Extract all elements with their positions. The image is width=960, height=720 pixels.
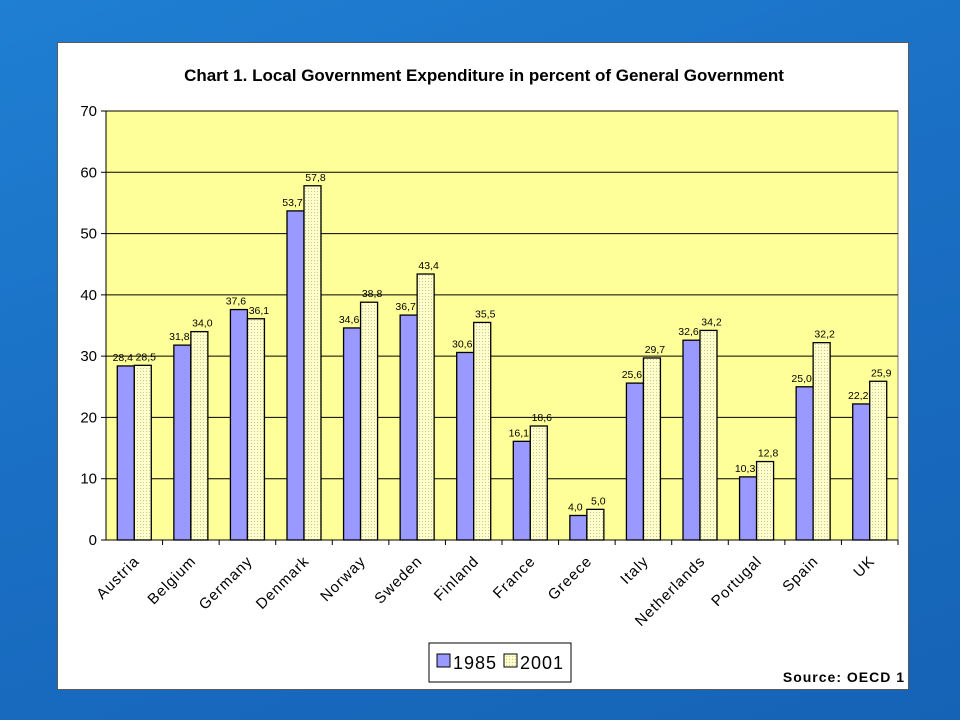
chart-title: Chart 1. Local Government Expenditure in…: [184, 66, 784, 85]
value-label-1985-germany: 37,6: [226, 296, 247, 308]
value-label-1985-finland: 30,6: [452, 338, 473, 350]
y-tick-label: 30: [80, 348, 97, 365]
category-label-norway: Norway: [317, 553, 369, 605]
bar-1985-belgium: [173, 344, 192, 541]
chart: Chart 1. Local Government Expenditure in…: [80, 66, 905, 685]
bar-1985-austria: [116, 365, 135, 541]
legend-label-1985: 1985: [453, 653, 497, 673]
value-label-1985-uk: 22,2: [848, 390, 869, 402]
chart-frame: Chart 1. Local Government Expenditure in…: [57, 42, 909, 690]
value-label-2001-denmark: 57,8: [305, 172, 326, 184]
value-label-1985-netherlands: 32,6: [678, 326, 699, 338]
category-label-austria: Austria: [93, 553, 143, 603]
legend-label-2001: 2001: [520, 653, 564, 673]
data-labels: 28,4 28,5 31,834,0 37,636,1 53,7 57,8 34,6 38,8…: [113, 172, 892, 514]
bar-2001-germany: [246, 318, 266, 541]
bar-1985-germany: [229, 308, 249, 541]
bar-2001-denmark: [303, 185, 322, 541]
bar-2001-finland: [473, 321, 492, 541]
category-label-finland: Finland: [431, 553, 483, 605]
legend-box: [428, 642, 572, 683]
value-label-1985-france: 16,1: [509, 427, 530, 439]
y-tick-label: 70: [80, 103, 97, 120]
value-label-2001-sweden: 43,4: [418, 260, 439, 272]
bar-2001-france: [529, 425, 548, 541]
value-label-2001-italy: 29,7: [645, 344, 666, 356]
value-label-1985-sweden: 36,7: [395, 301, 416, 313]
bar-2001-sweden: [416, 273, 435, 541]
y-axis: 0 10 20 30 40 50 60 70: [80, 103, 898, 549]
y-tick-label: 50: [80, 226, 97, 243]
category-label-greece: Greece: [545, 553, 596, 604]
value-label-2001-uk: 25,9: [871, 367, 892, 379]
value-label-1985-greece: 4,0: [568, 501, 583, 513]
bar-1985-uk: [852, 403, 871, 541]
plot-area: [105, 110, 899, 541]
y-tick-label: 20: [80, 409, 97, 426]
value-label-2001-norway: 38,8: [362, 288, 383, 300]
value-label-1985-belgium: 31,8: [169, 331, 190, 343]
legend-swatch-1985: [436, 653, 451, 668]
bar-2001-norway: [359, 301, 379, 541]
bar-2001-italy: [642, 357, 662, 541]
bar-1985-norway: [342, 327, 362, 541]
bar-2001-spain: [812, 342, 831, 541]
category-label-denmark: Denmark: [253, 553, 313, 613]
value-label-1985-italy: 25,6: [622, 369, 643, 381]
value-label-1985-denmark: 53,7: [282, 197, 303, 209]
value-label-2001-greece: 5,0: [591, 495, 606, 507]
value-label-2001-spain: 32,2: [814, 329, 835, 341]
bar-2001-portugal: [755, 460, 775, 541]
legend-swatch-2001: [503, 653, 518, 668]
bar-2001-austria: [133, 364, 152, 541]
bar-2001-greece: [586, 508, 605, 541]
bar-2001-belgium: [190, 330, 209, 541]
y-tick-label: 0: [89, 532, 97, 549]
y-tick-label: 10: [80, 471, 97, 488]
y-tick-label: 60: [80, 164, 97, 181]
bar-1985-france: [512, 440, 531, 541]
legend: 1985 2001: [428, 642, 572, 683]
bar-1985-spain: [795, 386, 814, 541]
category-label-france: France: [490, 553, 539, 602]
value-label-2001-portugal: 12,8: [758, 448, 779, 460]
source-note: Source: OECD 1: [783, 669, 905, 685]
bar-1985-denmark: [286, 210, 305, 541]
bars: [116, 185, 888, 541]
value-label-2001-austria: 28,5: [136, 351, 157, 363]
value-label-2001-france: 18,6: [532, 412, 553, 424]
category-label-sweden: Sweden: [371, 553, 426, 608]
y-tick-label: 40: [80, 287, 97, 304]
category-label-portugal: Portugal: [708, 553, 765, 610]
category-label-uk: UK: [850, 553, 878, 581]
value-label-1985-portugal: 10,3: [735, 463, 756, 475]
bar-1985-finland: [456, 351, 475, 541]
bar-2001-uk: [869, 380, 888, 541]
category-label-spain: Spain: [779, 553, 822, 596]
bar-1985-sweden: [399, 314, 418, 541]
value-label-2001-belgium: 34,0: [192, 318, 213, 330]
bar-1985-netherlands: [682, 339, 701, 541]
value-label-2001-netherlands: 34,2: [701, 316, 722, 328]
bar-2001-netherlands: [699, 329, 718, 541]
value-label-1985-spain: 25,0: [791, 373, 812, 385]
value-label-2001-finland: 35,5: [475, 308, 496, 320]
value-label-2001-germany: 36,1: [249, 305, 270, 317]
bar-1985-portugal: [738, 476, 758, 541]
category-label-italy: Italy: [617, 553, 652, 588]
value-label-1985-austria: 28,4: [113, 352, 134, 364]
bar-1985-greece: [569, 514, 588, 541]
category-label-belgium: Belgium: [144, 553, 199, 608]
bar-1985-italy: [625, 382, 645, 541]
value-label-1985-norway: 34,6: [339, 314, 360, 326]
category-label-germany: Germany: [196, 553, 257, 614]
